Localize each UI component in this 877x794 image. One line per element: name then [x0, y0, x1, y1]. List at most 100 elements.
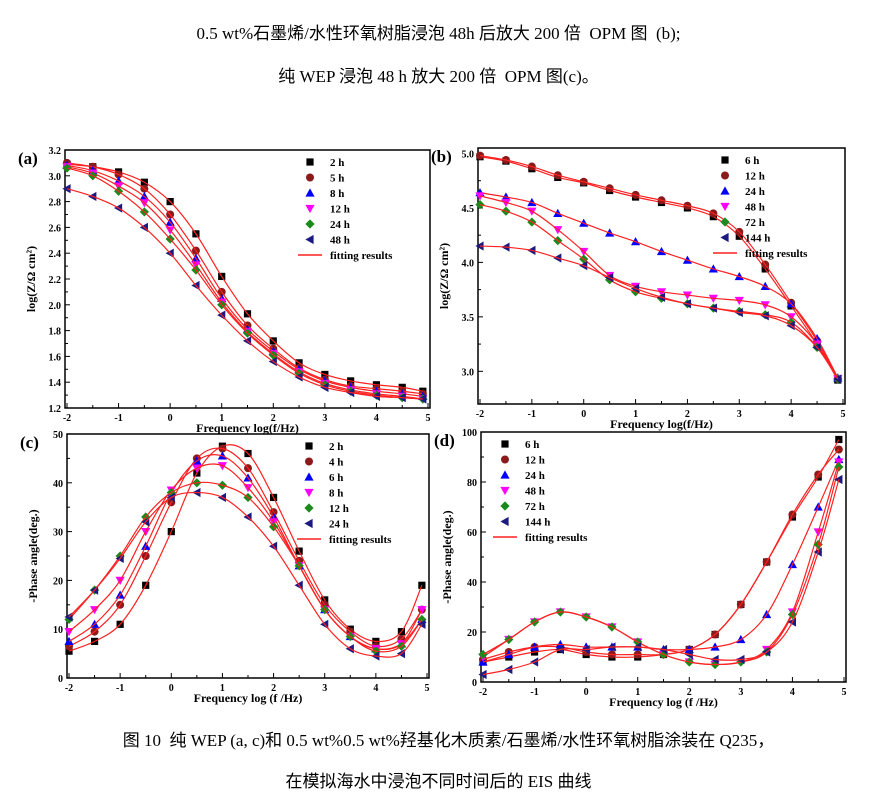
y-tick-label: 2.8	[49, 198, 62, 209]
fit-line	[66, 167, 423, 400]
legend-label: 72 h	[525, 501, 545, 513]
legend-marker	[305, 457, 313, 466]
legend-marker	[500, 470, 510, 479]
legend-label: 8 h	[330, 188, 344, 200]
legend-marker	[720, 186, 730, 195]
y-tick-label: 3.0	[49, 172, 62, 183]
fit-line	[479, 195, 839, 380]
panel-label: (b)	[431, 147, 452, 166]
legend-label: 12 h	[525, 455, 545, 467]
legend-marker	[304, 503, 314, 513]
x-tick-label: 1	[633, 409, 638, 420]
x-tick-label: -2	[476, 409, 484, 420]
x-tick-label: -2	[65, 683, 73, 694]
legend-label: 8 h	[329, 488, 343, 500]
legend-label: 24 h	[525, 470, 545, 482]
x-tick-label: 2	[687, 687, 692, 698]
legend-marker	[304, 488, 314, 498]
x-axis-label: Frequency log (f /Hz)	[609, 695, 718, 709]
x-tick-label: -2	[63, 413, 71, 424]
x-tick-label: 3	[322, 413, 327, 424]
data-point	[475, 241, 484, 251]
x-axis-label: Frequency log(f/Hz)	[196, 421, 299, 435]
legend-marker	[500, 516, 509, 527]
y-tick-label: 2.2	[49, 275, 62, 286]
y-tick-label: 0	[58, 674, 63, 685]
legend-label: 12 h	[330, 204, 350, 216]
legend-label: 6 h	[525, 439, 539, 451]
legend-label: 48 h	[745, 202, 765, 214]
legend-label: 6 h	[329, 472, 343, 484]
x-tick-label: 3	[322, 683, 327, 694]
y-tick-label: 4.0	[462, 258, 475, 269]
x-tick-label: 2	[271, 413, 276, 424]
fit-line	[482, 479, 840, 676]
x-tick-label: 5	[842, 687, 847, 698]
y-tick-label: 20	[467, 628, 477, 639]
legend-fit-label: fitting results	[330, 250, 393, 262]
legend-label: 12 h	[329, 503, 349, 515]
x-tick-label: 0	[168, 413, 173, 424]
legend-marker	[500, 501, 510, 511]
y-tick-label: 40	[467, 578, 477, 589]
legend-label: 12 h	[745, 171, 765, 183]
legend-marker	[305, 234, 314, 245]
legend-label: 48 h	[525, 486, 545, 498]
y-tick-label: 2.0	[49, 301, 62, 312]
legend: 6 h 12 h 24 h 48 h 72 h 144 h fitting results	[493, 439, 588, 544]
legend: 2 h 4 h 6 h 8 h 12 h 24 h fitting results	[297, 441, 392, 546]
x-tick-label: 0	[584, 687, 589, 698]
legend-marker	[501, 440, 509, 448]
legend-marker	[500, 486, 510, 496]
legend-marker	[306, 173, 314, 182]
figure-caption-line-1: 图 10 纯 WEP (a, c)和 0.5 wt%0.5 wt%羟基化木质素/…	[122, 731, 775, 750]
x-tick-label: 5	[841, 409, 846, 420]
legend-marker	[305, 442, 313, 450]
x-tick-label: 0	[581, 409, 586, 420]
legend-marker	[721, 171, 729, 180]
panel-label: (d)	[434, 431, 455, 450]
legend-marker	[304, 518, 313, 529]
figure-caption-line-2: 在模拟海水中浸泡不同时间后的 EIS 曲线	[285, 772, 592, 791]
x-tick-label: 1	[220, 683, 225, 694]
legend-marker	[305, 188, 315, 197]
legend-marker	[720, 217, 730, 227]
x-tick-label: 4	[374, 413, 379, 424]
x-tick-label: 4	[373, 683, 378, 694]
legend-label: 5 h	[330, 173, 344, 185]
y-axis-label: log(Z/Ω cm²)	[24, 246, 38, 312]
legend-fit-label: fitting results	[745, 248, 808, 260]
x-tick-label: 2	[685, 409, 690, 420]
x-tick-label: 3	[738, 687, 743, 698]
y-tick-label: 30	[53, 528, 63, 539]
y-tick-label: 3.0	[462, 367, 475, 378]
x-tick-label: -2	[479, 687, 487, 698]
y-tick-label: 60	[467, 528, 477, 539]
legend-marker	[306, 158, 314, 166]
legend-label: 48 h	[330, 235, 350, 247]
legend-label: 6 h	[745, 155, 759, 167]
legend-label: 24 h	[329, 519, 349, 531]
x-tick-label: 1	[219, 413, 224, 424]
x-tick-label: 3	[737, 409, 742, 420]
y-tick-label: 50	[53, 430, 63, 441]
y-tick-label: 20	[53, 576, 63, 587]
fit-line	[68, 447, 423, 648]
data-point	[62, 184, 71, 194]
fit-line	[66, 163, 423, 392]
panel-label: (a)	[18, 149, 38, 168]
legend-marker	[720, 202, 730, 212]
x-tick-label: -1	[530, 687, 538, 698]
y-tick-label: 100	[462, 428, 477, 439]
y-tick-label: 1.4	[49, 378, 62, 389]
legend-label: 2 h	[329, 441, 343, 453]
panel-label: (c)	[20, 433, 39, 452]
x-tick-label: 1	[635, 687, 640, 698]
legend-label: 144 h	[525, 517, 550, 529]
x-tick-label: 5	[425, 683, 430, 694]
legend-label: 4 h	[329, 457, 343, 469]
fit-line	[68, 481, 423, 653]
